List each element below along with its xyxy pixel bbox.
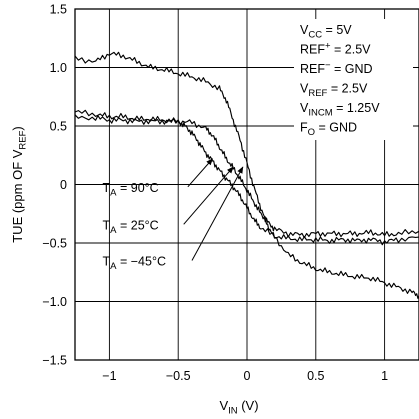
series-label-arrow <box>183 166 234 225</box>
series-label-arrow <box>191 166 244 261</box>
y-tick-label: −1.0 <box>42 295 67 309</box>
series-line <box>74 109 419 246</box>
condition-line: REF− = GND <box>300 60 373 76</box>
plot-frame <box>74 8 419 361</box>
series-label: TA = −45°C <box>103 255 166 273</box>
conditions-backdrop <box>294 19 413 140</box>
x-tick-label: 0 <box>244 369 251 383</box>
y-axis-title: TUE (ppm OF VREF) <box>10 126 29 243</box>
y-tick-label: 0 <box>60 178 67 192</box>
series-label-arrow <box>187 158 214 188</box>
y-tick-label: −0.5 <box>42 237 67 251</box>
series-line <box>74 51 419 299</box>
x-axis-title: VIN (V) <box>219 398 258 417</box>
y-tick-label: 1.5 <box>50 3 67 17</box>
y-tick-label: −1.5 <box>42 354 67 368</box>
x-tick-label: 0.5 <box>307 369 324 383</box>
y-tick-label: 0.5 <box>50 120 67 134</box>
condition-line: VINCM = 1.25V <box>300 101 380 119</box>
condition-line: VREF = 2.5V <box>300 82 368 100</box>
condition-line: FO = GND <box>300 121 357 139</box>
series-label: TA = 25°C <box>103 218 159 236</box>
y-tick-label: 1.0 <box>50 61 67 75</box>
x-tick-label: −1 <box>102 369 116 383</box>
condition-line: VCC = 5V <box>300 23 352 41</box>
series-line <box>74 114 419 239</box>
x-tick-label: 1 <box>381 369 388 383</box>
x-tick-label: −0.5 <box>166 369 191 383</box>
condition-line: REF+ = 2.5V <box>300 41 371 57</box>
series-label: TA = 90°C <box>103 181 159 199</box>
